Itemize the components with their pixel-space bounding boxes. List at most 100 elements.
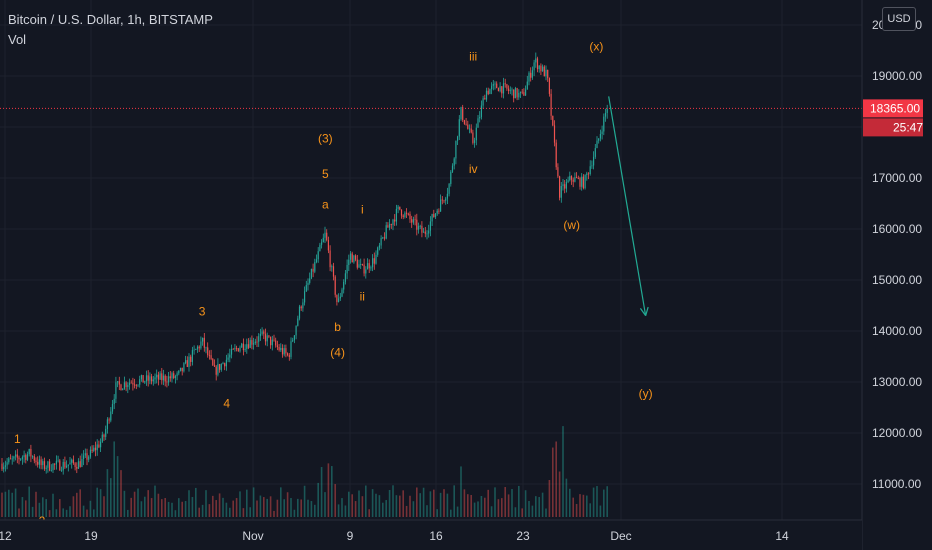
- candle: [497, 88, 499, 92]
- candle: [159, 373, 161, 380]
- volume-bar: [300, 499, 302, 517]
- candle: [581, 176, 583, 187]
- candle: [84, 453, 86, 456]
- candle: [266, 335, 268, 342]
- candle: [249, 340, 251, 348]
- candle: [433, 214, 435, 218]
- volume-bar: [242, 508, 245, 517]
- volume-bar: [569, 488, 571, 517]
- volume-bar: [164, 498, 166, 517]
- volume-bar: [280, 487, 282, 517]
- candle: [416, 219, 418, 230]
- candle: [60, 470, 63, 472]
- candle: [156, 374, 158, 378]
- candle: [217, 364, 219, 375]
- wave-label: 1: [14, 432, 21, 446]
- candle: [292, 340, 294, 342]
- candle: [366, 263, 369, 270]
- volume-bar: [405, 505, 408, 517]
- candle: [383, 237, 386, 239]
- candle: [54, 463, 56, 465]
- candle: [414, 219, 416, 221]
- candle: [105, 428, 107, 437]
- volume-bar: [171, 502, 173, 517]
- currency-button[interactable]: USD: [882, 7, 916, 31]
- volume-bar: [337, 504, 340, 517]
- candle: [489, 89, 491, 95]
- candle: [565, 182, 567, 189]
- volume-legend[interactable]: Vol: [8, 32, 27, 47]
- volume-bar: [283, 499, 285, 517]
- candle: [298, 306, 301, 319]
- candle: [496, 83, 498, 89]
- candle: [531, 70, 533, 78]
- candle: [196, 346, 199, 350]
- volume-bar: [528, 500, 530, 517]
- candle: [375, 254, 377, 264]
- candle: [569, 176, 571, 181]
- candle: [504, 83, 506, 85]
- volume-bar: [127, 509, 129, 517]
- volume-bar: [385, 500, 387, 517]
- price-axis-label: 11000.00: [872, 477, 921, 491]
- time-axis-label: Dec: [610, 529, 631, 543]
- candle: [128, 382, 131, 386]
- candle: [582, 176, 584, 189]
- candle: [516, 88, 518, 98]
- volume-bar: [586, 495, 588, 517]
- volume-bar: [456, 506, 459, 517]
- candle: [358, 264, 360, 268]
- volume-bar: [354, 501, 357, 517]
- candle: [139, 379, 141, 385]
- candle: [468, 128, 471, 130]
- volume-bar: [297, 498, 299, 517]
- volume-bar: [144, 496, 146, 517]
- candle: [417, 226, 420, 230]
- candle: [188, 356, 190, 367]
- candle: [166, 381, 168, 383]
- volume-bar: [480, 495, 483, 517]
- candle: [69, 462, 71, 465]
- volume-bar: [565, 478, 568, 517]
- volume-bar: [548, 479, 551, 517]
- candle: [341, 289, 343, 297]
- countdown-tag: [863, 118, 923, 137]
- volume-bar: [545, 508, 547, 517]
- wave-label: v: [544, 0, 550, 3]
- candle: [540, 65, 542, 72]
- volume-bar: [371, 489, 374, 517]
- candle: [377, 247, 379, 255]
- candle: [453, 158, 455, 166]
- candle: [106, 419, 108, 429]
- candle: [526, 81, 528, 90]
- candle: [591, 165, 593, 167]
- candle: [38, 459, 40, 465]
- candle: [224, 363, 226, 367]
- volume-bar: [96, 487, 98, 517]
- volume-bar: [324, 492, 326, 517]
- candle: [372, 258, 374, 268]
- volume-bar: [477, 501, 479, 517]
- volume-bar: [191, 497, 194, 517]
- candle: [545, 69, 547, 77]
- volume-bar: [86, 509, 88, 517]
- candle: [360, 264, 362, 265]
- candle: [127, 385, 129, 387]
- candle: [120, 384, 122, 391]
- candle: [37, 461, 39, 465]
- candle: [96, 444, 98, 451]
- candle: [329, 250, 331, 268]
- countdown-value: 25:47: [893, 120, 923, 134]
- candle: [200, 341, 202, 349]
- candle: [479, 116, 481, 119]
- candle: [373, 258, 375, 264]
- symbol-title[interactable]: Bitcoin / U.S. Dollar, 1h, BITSTAMP: [8, 12, 213, 27]
- candle: [278, 346, 280, 351]
- candle: [295, 325, 297, 336]
- volume-bar: [582, 494, 585, 517]
- volume-bar: [48, 510, 51, 517]
- volume-bar: [195, 487, 197, 517]
- candle: [15, 454, 17, 457]
